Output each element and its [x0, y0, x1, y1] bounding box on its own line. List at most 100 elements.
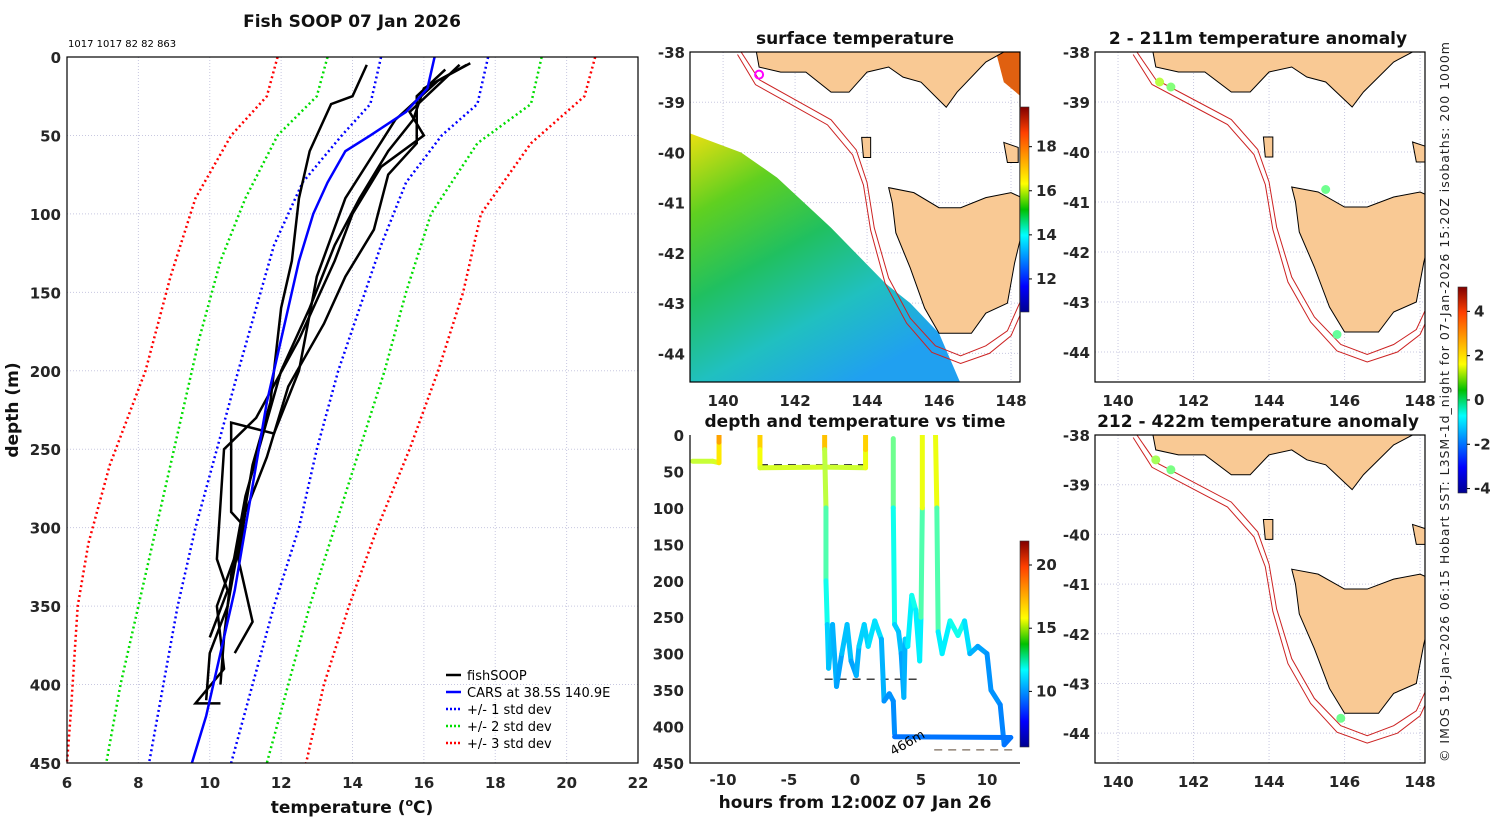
y-tick-label: 100 — [30, 206, 61, 224]
lon-tick-label: 148 — [1404, 392, 1435, 410]
track-segment — [901, 636, 908, 700]
legend-std3: +/- 3 std dev — [467, 737, 552, 752]
lon-tick-label: 142 — [1178, 773, 1209, 791]
lat-tick-label: -44 — [658, 345, 685, 363]
lat-tick-label: -43 — [1063, 294, 1090, 312]
land-mainland — [1152, 52, 1414, 108]
track-segment — [822, 464, 869, 471]
lat-tick-label: -40 — [658, 144, 685, 162]
track-segment — [933, 435, 940, 511]
anomaly-shallow-map-axes — [1094, 51, 1426, 383]
lon-tick-label: 146 — [1329, 773, 1360, 791]
std3-line — [65, 56, 279, 764]
y-tick-label: 50 — [40, 127, 61, 145]
anomaly-point — [1336, 713, 1346, 723]
profile-xlabel: temperature (oC) — [271, 796, 434, 818]
track-segment — [909, 592, 919, 613]
lon-tick-label: 140 — [1102, 773, 1133, 791]
y-tick-label: 250 — [30, 441, 61, 459]
track-segment — [917, 614, 924, 664]
land-tasmania — [1291, 186, 1425, 333]
colorbar-tick-label: 15 — [1036, 619, 1057, 637]
y-tick-label: 400 — [653, 719, 684, 737]
anomaly-point — [1166, 82, 1176, 92]
lon-tick-label: 146 — [1329, 392, 1360, 410]
x-tick-label: 14 — [342, 774, 363, 792]
lat-tick-label: -41 — [1063, 576, 1090, 594]
land-king-island — [1262, 518, 1274, 540]
anomaly-colorbar — [1457, 286, 1468, 494]
lat-tick-label: -44 — [1063, 725, 1090, 743]
y-tick-label: 100 — [653, 500, 684, 518]
x-tick-label: 10 — [199, 774, 220, 792]
anomaly-point — [1155, 77, 1165, 87]
sst-map — [690, 52, 1020, 382]
land-flinders-island — [1411, 523, 1425, 545]
track-segment — [844, 622, 854, 664]
legend-std1: +/- 1 std dev — [467, 703, 552, 718]
lat-tick-label: -41 — [658, 195, 685, 213]
plot-layer: 6 8 10 12 14 16 18 20 22050100150200250300350400… — [30, 44, 1491, 792]
x-tick-label: 6 — [62, 774, 72, 792]
isobath-200 — [1136, 52, 1425, 356]
isobath-1000 — [1132, 437, 1425, 744]
anomaly-shallow-map — [1095, 52, 1425, 382]
lon-tick-label: 146 — [923, 392, 954, 410]
legend-fishsoop: fishSOOP — [467, 669, 527, 684]
anomaly-deep-title: 212 - 422m temperature anomaly — [1097, 412, 1419, 432]
y-tick-label: 0 — [674, 427, 684, 445]
lat-tick-label: -42 — [1063, 244, 1090, 262]
anomaly-shallow-title: 2 - 211m temperature anomaly — [1109, 29, 1407, 49]
lat-tick-label: -43 — [1063, 675, 1090, 693]
timeseries-axes — [689, 435, 1020, 764]
timeseries-xlabel: hours from 12:00Z 07 Jan 26 — [719, 793, 992, 813]
std2-line — [265, 56, 543, 764]
profile-subtitle: 1017 1017 82 82 863 — [68, 39, 176, 50]
y-tick-label: 250 — [653, 609, 684, 627]
legend: fishSOOP CARS at 38.5S 140.9E +/- 1 std … — [446, 669, 610, 752]
legend-cars: CARS at 38.5S 140.9E — [467, 686, 610, 701]
land-mainland — [1152, 435, 1414, 491]
x-tick-label: 22 — [628, 774, 649, 792]
land-king-island — [1262, 136, 1274, 158]
y-tick-label: 150 — [653, 536, 684, 554]
fishsoop-profile — [233, 68, 447, 654]
y-tick-label: 450 — [653, 755, 684, 773]
x-tick-label: 20 — [556, 774, 577, 792]
track-segment — [896, 629, 904, 657]
track-segment — [853, 643, 862, 679]
lon-tick-label: 140 — [707, 392, 738, 410]
lat-tick-label: -40 — [1063, 526, 1090, 544]
colorbar-tick-label: 4 — [1474, 302, 1484, 320]
y-tick-label: 0 — [51, 49, 61, 67]
colorbar-tick-label: 20 — [1036, 556, 1057, 574]
x-tick-label: -5 — [781, 771, 798, 789]
lat-tick-label: -39 — [1063, 94, 1090, 112]
colorbar-tick-label: 0 — [1474, 391, 1484, 409]
track-segment — [892, 734, 1014, 740]
x-tick-label: -10 — [709, 771, 736, 789]
y-tick-label: 400 — [30, 677, 61, 695]
y-tick-label: 300 — [30, 520, 61, 538]
x-tick-label: 18 — [485, 774, 506, 792]
x-tick-label: 5 — [916, 771, 926, 789]
colorbar-tick-label: 16 — [1036, 182, 1057, 200]
x-tick-label: 8 — [133, 774, 143, 792]
credit-text: © IMOS 19-Jan-2026 06:15 Hobart SST: L3S… — [1437, 42, 1452, 762]
colorbar-tick-label: 12 — [1036, 270, 1057, 288]
track-segment — [962, 618, 973, 657]
land-tasmania — [1291, 568, 1425, 714]
lat-tick-label: -42 — [1063, 626, 1090, 644]
legend-std2: +/- 2 std dev — [467, 720, 552, 735]
x-tick-label: 12 — [271, 774, 292, 792]
track-segment — [988, 687, 1003, 708]
lon-tick-label: 142 — [779, 392, 810, 410]
anomaly-point — [1321, 185, 1331, 194]
anomaly-point — [1332, 330, 1342, 339]
std2-line — [105, 56, 329, 764]
sst-title: surface temperature — [756, 29, 954, 49]
lon-tick-label: 140 — [1102, 392, 1133, 410]
land-mainland — [755, 52, 1005, 109]
isobath-200 — [1136, 435, 1425, 737]
lat-tick-label: -38 — [658, 44, 685, 62]
